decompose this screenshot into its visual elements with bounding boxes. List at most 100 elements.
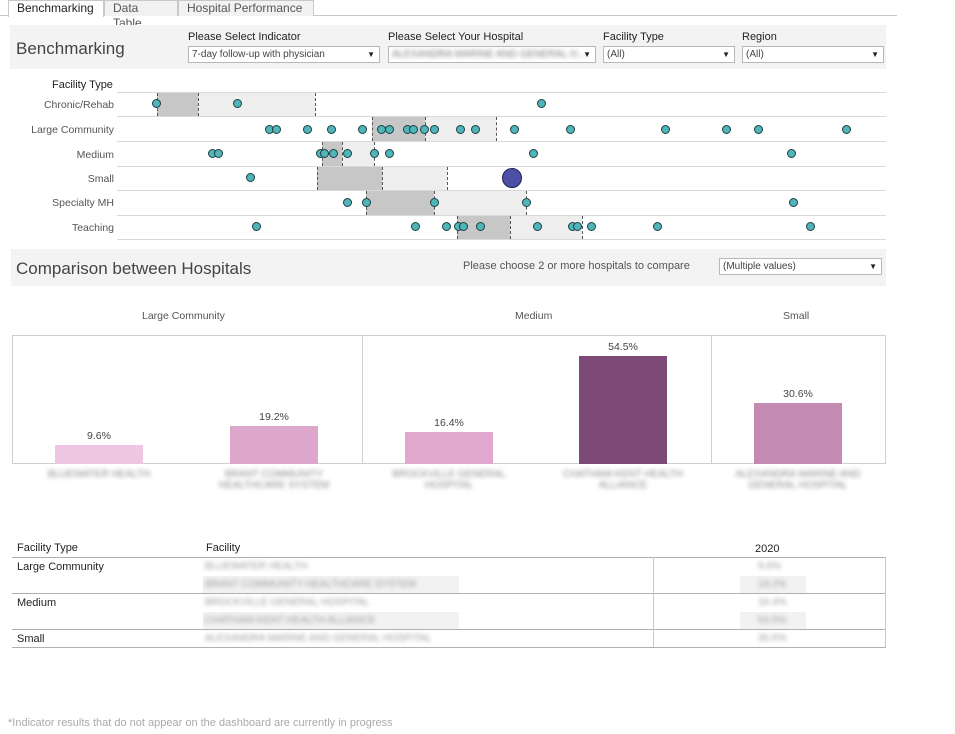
region-select-value: (All) <box>746 49 764 60</box>
tab-benchmarking[interactable]: Benchmarking <box>8 0 104 17</box>
table-column-divider <box>653 557 654 647</box>
hospital-dot[interactable] <box>842 125 851 134</box>
hospital-dot[interactable] <box>510 125 519 134</box>
row-divider <box>117 239 886 240</box>
panel-label-large-community: Large Community <box>142 310 225 322</box>
panel-label-medium: Medium <box>515 310 553 322</box>
panel-divider <box>362 336 363 463</box>
bar[interactable] <box>230 425 318 464</box>
hospital-dot[interactable] <box>411 222 420 231</box>
comparison-prompt: Please choose 2 or more hospitals to com… <box>463 260 690 272</box>
hospital-dot[interactable] <box>303 125 312 134</box>
hospital-dot[interactable] <box>370 149 379 158</box>
hospital-dot[interactable] <box>358 125 367 134</box>
table-cell-facility: CHATHAM-KENT HEALTH ALLIANCE <box>205 615 376 626</box>
table-cell-value: 54.5% <box>758 615 787 626</box>
bar[interactable] <box>405 431 493 464</box>
hospital-dot[interactable] <box>573 222 582 231</box>
bar[interactable] <box>754 403 842 464</box>
range-band <box>382 167 447 190</box>
hospital-dot[interactable] <box>787 149 796 158</box>
hospital-dot[interactable] <box>722 125 731 134</box>
chevron-down-icon: ▼ <box>583 50 591 59</box>
hospital-dot[interactable] <box>754 125 763 134</box>
hospital-dot[interactable] <box>522 198 531 207</box>
bar-category-label: ALEXANDRA MARINE AND GENERAL HOSPITAL <box>735 469 861 491</box>
hospital-dot[interactable] <box>566 125 575 134</box>
hospital-dot[interactable] <box>272 125 281 134</box>
hospital-select-value: ALEXANDRA MARINE AND GENERAL H... <box>392 49 586 60</box>
hospital-dot[interactable] <box>343 149 352 158</box>
hospital-dot[interactable] <box>409 125 418 134</box>
bar[interactable] <box>55 444 143 464</box>
bar-category-label: CHATHAM-KENT HEALTH ALLIANCE <box>562 469 683 491</box>
hospital-dot[interactable] <box>476 222 485 231</box>
chevron-down-icon: ▼ <box>871 50 879 59</box>
hospital-dot[interactable] <box>442 222 451 231</box>
quartile-line <box>382 167 383 190</box>
panel-label-small: Small <box>783 310 810 322</box>
region-select[interactable]: (All) ▼ <box>742 46 884 63</box>
hospital-dot[interactable] <box>456 125 465 134</box>
hospital-dot[interactable] <box>233 99 242 108</box>
bar-category-label: BLUEWATER HEALTH <box>47 469 151 480</box>
tab-hospital-performance[interactable]: Hospital Performance <box>178 0 314 16</box>
facility-type-select[interactable]: (All) ▼ <box>603 46 735 63</box>
region-label: Region <box>742 31 777 43</box>
hospital-dot[interactable] <box>537 99 546 108</box>
hospital-dot[interactable] <box>533 222 542 231</box>
table-divider <box>12 647 886 648</box>
hospital-dot[interactable] <box>320 149 329 158</box>
hospital-dot[interactable] <box>430 125 439 134</box>
hospital-dot[interactable] <box>252 222 261 231</box>
hospital-dot[interactable] <box>385 149 394 158</box>
hospital-dot[interactable] <box>214 149 223 158</box>
hospital-dot[interactable] <box>529 149 538 158</box>
hospital-dot[interactable] <box>152 99 161 108</box>
hospital-dot[interactable] <box>246 173 255 182</box>
hospital-dot[interactable] <box>362 198 371 207</box>
hospital-dot[interactable] <box>653 222 662 231</box>
row-divider <box>117 116 886 117</box>
row-label-large-community: Large Community <box>31 124 114 136</box>
row-divider <box>117 190 886 191</box>
selected-hospital-dot[interactable] <box>502 168 522 188</box>
panel-divider <box>711 336 712 463</box>
footnote: *Indicator results that do not appear on… <box>8 717 393 729</box>
hospital-dot[interactable] <box>420 125 429 134</box>
hospital-dot[interactable] <box>385 125 394 134</box>
tab-data-table[interactable]: Data Table <box>104 0 178 30</box>
row-label-small: Small <box>87 173 114 185</box>
bar[interactable] <box>579 356 667 464</box>
row-divider <box>117 141 886 142</box>
bar-value-label: 9.6% <box>87 429 111 442</box>
quartile-line <box>372 117 373 141</box>
table-cell-value: 19.2% <box>758 579 787 590</box>
hospital-dot[interactable] <box>471 125 480 134</box>
hospital-compare-select[interactable]: (Multiple values) ▼ <box>719 258 882 275</box>
chevron-down-icon: ▼ <box>367 50 375 59</box>
hospital-dot[interactable] <box>329 149 338 158</box>
hospital-compare-select-value: (Multiple values) <box>723 261 796 272</box>
facility-type-label: Facility Type <box>603 31 664 43</box>
table-row-stripe <box>203 576 459 593</box>
table-cell-value: 16.4% <box>758 597 787 608</box>
table-cell-facility: BROCKVILLE GENERAL HOSPITAL <box>205 597 370 608</box>
indicator-select[interactable]: 7-day follow-up with physician ▼ <box>188 46 380 63</box>
hospital-dot[interactable] <box>587 222 596 231</box>
quartile-line <box>317 167 318 190</box>
chevron-down-icon: ▼ <box>722 50 730 59</box>
hospital-dot[interactable] <box>430 198 439 207</box>
iqr-band <box>317 167 382 190</box>
hospital-dot[interactable] <box>661 125 670 134</box>
table-row-stripe <box>740 612 806 629</box>
hospital-select[interactable]: ALEXANDRA MARINE AND GENERAL H... ▼ <box>388 46 596 63</box>
hospital-dot[interactable] <box>343 198 352 207</box>
hospital-dot[interactable] <box>806 222 815 231</box>
row-label-medium: Medium <box>76 149 114 161</box>
hospital-dot[interactable] <box>327 125 336 134</box>
hospital-dot[interactable] <box>789 198 798 207</box>
hospital-dot[interactable] <box>459 222 468 231</box>
iqr-band <box>157 93 198 116</box>
page-title: Benchmarking <box>16 39 125 58</box>
